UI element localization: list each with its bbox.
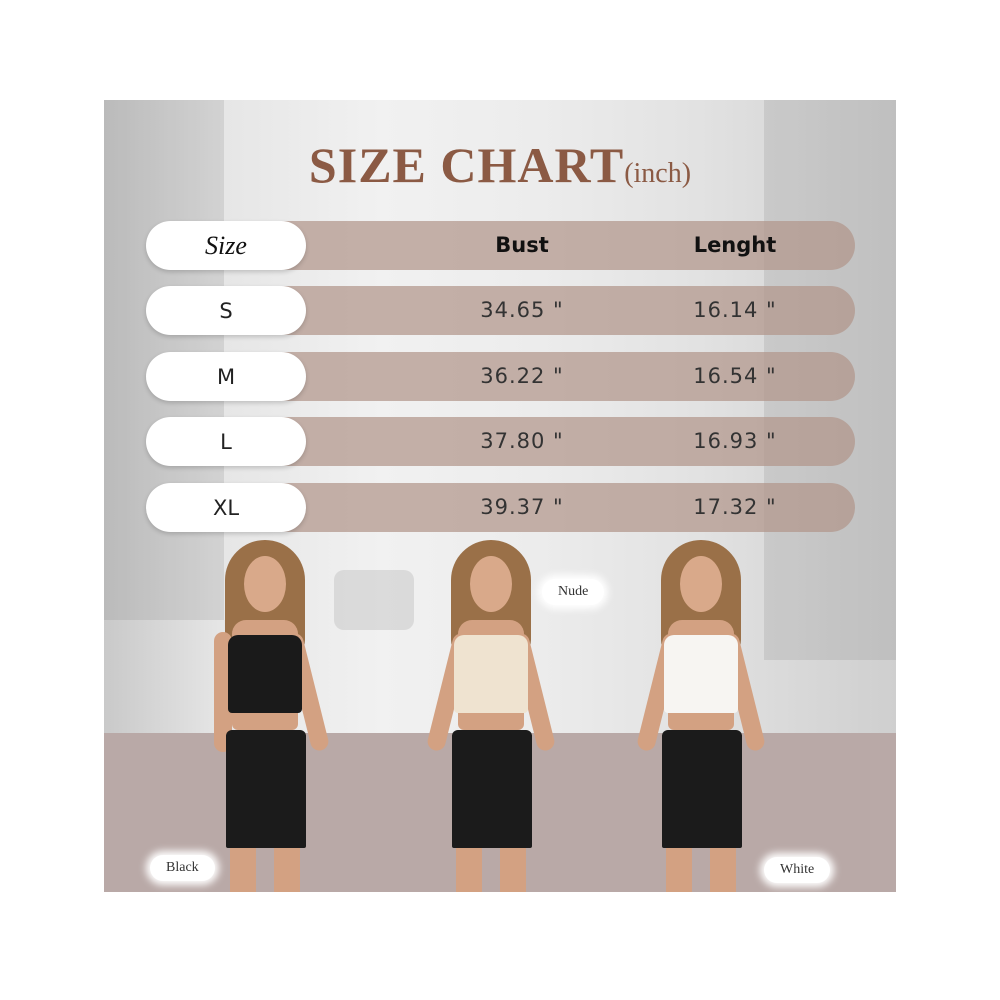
background-car <box>334 570 414 630</box>
length-value: 16.93 " <box>693 429 777 453</box>
header-bust: Bust <box>495 233 549 257</box>
bust-value: 37.80 " <box>480 429 564 453</box>
size-label: XL <box>146 483 306 532</box>
black-top <box>228 635 302 713</box>
color-label-white: White <box>764 857 831 883</box>
length-value: 17.32 " <box>693 495 777 519</box>
model-nude <box>396 540 586 892</box>
size-chart-panel: SIZE CHART(inch) Size Bust Lenght S 34.6… <box>104 100 896 892</box>
bust-value: 39.37 " <box>480 495 564 519</box>
color-label-black: Black <box>150 855 215 881</box>
length-value: 16.14 " <box>693 298 777 322</box>
bust-value: 36.22 " <box>480 364 564 388</box>
bust-value: 34.65 " <box>480 298 564 322</box>
table-row: L 37.80 " 16.93 " <box>146 417 855 466</box>
color-label-nude: Nude <box>542 579 605 605</box>
table-row: XL 39.37 " 17.32 " <box>146 483 855 532</box>
nude-top <box>454 635 528 713</box>
page-title: SIZE CHART(inch) <box>308 137 692 193</box>
size-label: M <box>146 352 306 401</box>
table-header-row: Size Bust Lenght <box>146 221 855 270</box>
length-value: 16.54 " <box>693 364 777 388</box>
white-top <box>664 635 738 713</box>
model-white <box>606 540 796 892</box>
table-row: S 34.65 " 16.14 " <box>146 286 855 335</box>
model-black <box>170 540 360 892</box>
size-label: S <box>146 286 306 335</box>
header-length: Lenght <box>693 233 777 257</box>
header-size: Size <box>146 221 306 270</box>
table-row: M 36.22 " 16.54 " <box>146 352 855 401</box>
size-label: L <box>146 417 306 466</box>
